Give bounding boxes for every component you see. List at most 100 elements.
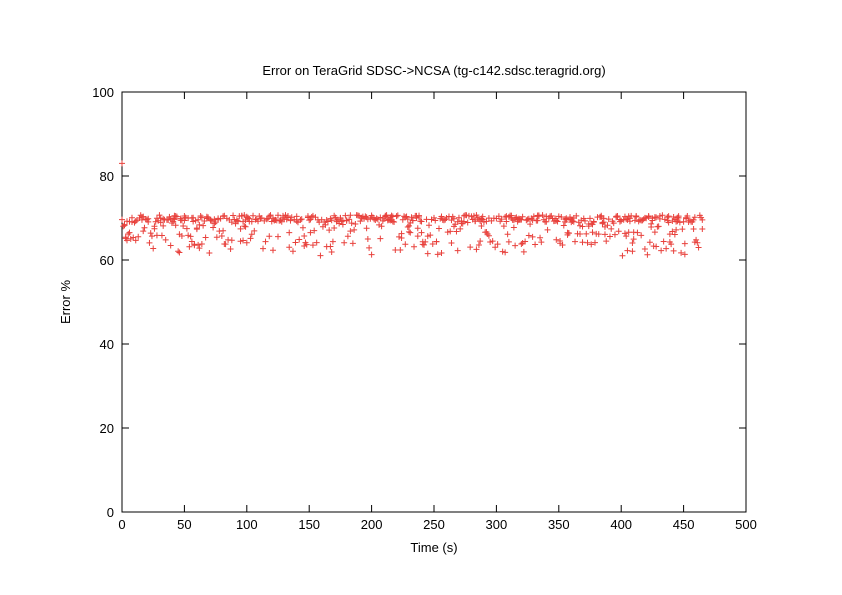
data-point (460, 218, 467, 225)
x-tick-label: 150 (298, 517, 320, 532)
data-point (218, 232, 225, 239)
data-point (649, 217, 656, 224)
data-point (691, 214, 698, 221)
data-point (619, 252, 626, 259)
data-point (416, 212, 423, 219)
data-point (309, 242, 316, 249)
data-point (241, 223, 248, 230)
data-point (454, 218, 461, 225)
data-point (202, 234, 209, 241)
data-point (240, 237, 247, 244)
data-point (289, 248, 296, 255)
data-point (414, 225, 421, 232)
data-point (198, 241, 205, 248)
data-point (676, 219, 683, 226)
data-point (406, 228, 413, 235)
data-point (510, 224, 517, 231)
plot-frame (121, 91, 747, 513)
data-point (183, 225, 190, 232)
data-point (297, 216, 304, 223)
x-axis-label: Time (s) (410, 540, 457, 555)
data-point (615, 228, 622, 235)
data-point (197, 212, 204, 219)
data-point (525, 232, 532, 239)
data-point (591, 239, 598, 246)
data-point (494, 241, 501, 248)
data-point (560, 222, 567, 229)
data-point (504, 231, 511, 238)
data-point (233, 217, 240, 224)
data-point (658, 247, 665, 254)
data-point (641, 246, 648, 253)
data-point (548, 212, 555, 219)
data-point (648, 220, 655, 227)
y-axis-label: Error % (58, 280, 73, 325)
data-point (203, 215, 210, 222)
data-point (653, 243, 660, 250)
data-point (656, 215, 663, 222)
data-point (588, 241, 595, 248)
data-points (119, 160, 706, 259)
x-tick-label: 0 (118, 517, 125, 532)
data-point (630, 236, 637, 243)
data-point (346, 216, 353, 223)
data-point (699, 225, 706, 232)
data-point (633, 213, 640, 220)
data-point (670, 247, 677, 254)
data-point (196, 245, 203, 252)
data-point (621, 230, 628, 237)
data-point (411, 243, 418, 250)
data-point (404, 216, 411, 223)
data-point (690, 216, 697, 223)
data-point (123, 237, 130, 244)
data-point (148, 233, 155, 240)
data-point (293, 213, 300, 220)
data-point (326, 227, 333, 234)
data-point (237, 225, 244, 232)
data-point (158, 232, 165, 239)
data-point (403, 213, 410, 220)
data-point (298, 216, 305, 223)
data-point (538, 239, 545, 246)
data-point (200, 222, 207, 229)
data-point (453, 228, 460, 235)
data-point (196, 221, 203, 228)
data-point (368, 251, 375, 258)
data-point (349, 240, 356, 247)
x-tick-label: 100 (236, 517, 258, 532)
data-point (145, 215, 152, 222)
data-point (119, 216, 125, 223)
data-point (651, 229, 658, 236)
data-point (522, 238, 529, 245)
data-point (260, 245, 267, 252)
data-point (408, 214, 415, 221)
x-tick-label: 400 (610, 517, 632, 532)
data-point (313, 239, 320, 246)
data-point (347, 212, 354, 219)
data-point (683, 215, 690, 222)
data-point (435, 225, 442, 232)
data-point (544, 226, 551, 233)
data-point (473, 212, 480, 219)
x-tick-label: 300 (486, 517, 508, 532)
data-point (141, 224, 148, 231)
data-point (477, 238, 484, 245)
data-point (537, 234, 544, 241)
data-point (478, 223, 485, 230)
data-point (554, 218, 561, 225)
data-point (600, 215, 607, 222)
data-point (230, 212, 237, 219)
data-point (553, 217, 560, 224)
data-point (604, 222, 611, 229)
data-point (582, 217, 589, 224)
x-tick-label: 200 (361, 517, 383, 532)
data-point (329, 238, 336, 245)
data-point (485, 232, 492, 239)
data-point (172, 212, 179, 219)
data-point (366, 244, 373, 251)
data-point (690, 225, 697, 232)
data-point (675, 213, 682, 220)
data-point (447, 228, 454, 235)
data-point (287, 217, 294, 224)
data-point (407, 229, 414, 236)
